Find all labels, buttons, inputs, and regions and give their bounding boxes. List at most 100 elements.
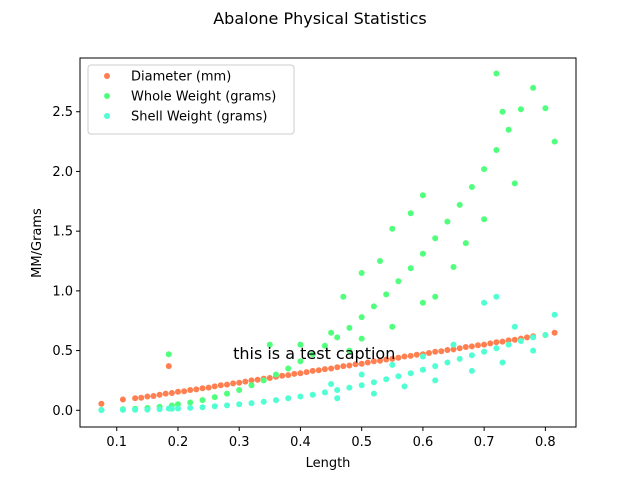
data-point — [493, 345, 500, 352]
data-point — [438, 348, 445, 355]
data-point — [346, 362, 353, 369]
series-layer — [98, 70, 558, 414]
data-point — [407, 265, 414, 272]
data-point — [205, 384, 212, 391]
data-point — [444, 218, 451, 225]
data-point — [334, 387, 341, 393]
data-point — [530, 334, 537, 341]
data-point — [315, 367, 322, 374]
data-point — [370, 358, 377, 365]
data-point — [444, 347, 451, 353]
y-tick-label: 2.5 — [52, 105, 73, 120]
data-point — [419, 353, 426, 360]
data-point — [279, 372, 286, 379]
data-point — [119, 406, 126, 413]
data-point — [493, 70, 500, 77]
x-axis-ticks: 0.1 0.2 0.3 0.4 0.5 0.6 0.7 0.8 — [106, 427, 556, 450]
data-point — [487, 340, 494, 347]
data-point — [132, 395, 139, 402]
data-point — [340, 363, 347, 370]
data-point — [395, 373, 402, 380]
data-point — [273, 397, 279, 404]
data-point — [511, 323, 518, 330]
data-point — [530, 347, 537, 354]
data-point — [132, 406, 139, 413]
data-point — [419, 366, 426, 373]
data-point — [346, 384, 353, 391]
y-tick-label: 0.0 — [52, 404, 73, 419]
legend-marker — [104, 113, 110, 119]
data-point — [481, 348, 488, 355]
data-point — [401, 383, 408, 390]
data-point — [254, 376, 261, 383]
y-tick-label: 1.5 — [52, 225, 73, 240]
data-point — [328, 365, 335, 372]
data-point — [505, 337, 512, 344]
data-point — [426, 350, 432, 356]
data-point — [456, 201, 463, 208]
data-point — [358, 270, 365, 276]
data-point — [309, 351, 316, 358]
data-point — [481, 299, 488, 306]
legend-marker — [104, 93, 110, 99]
data-point — [456, 355, 463, 362]
data-point — [407, 370, 414, 377]
y-tick-label: 0.5 — [52, 344, 73, 359]
data-point — [217, 382, 224, 389]
data-point — [199, 404, 206, 411]
data-point — [493, 147, 500, 153]
data-point — [383, 376, 390, 383]
data-point — [358, 371, 365, 378]
data-point — [98, 400, 105, 407]
data-point — [230, 380, 237, 387]
series-2 — [98, 293, 558, 414]
data-point — [119, 396, 126, 403]
data-point — [456, 345, 463, 352]
y-axis-label: MM/Grams — [30, 208, 45, 278]
data-point — [175, 401, 181, 408]
data-point — [242, 378, 249, 385]
data-point — [309, 391, 316, 398]
data-point — [98, 407, 105, 414]
data-point — [285, 395, 292, 402]
data-point — [211, 383, 218, 390]
legend: Diameter (mm) Whole Weight (grams) Shell W… — [87, 64, 295, 135]
data-point — [260, 398, 267, 405]
chart-annotation: this is a test caption — [233, 344, 395, 363]
data-point — [334, 364, 341, 371]
data-point — [144, 393, 151, 400]
data-point — [481, 341, 488, 348]
data-point — [419, 299, 426, 306]
data-point — [150, 393, 157, 399]
y-axis-ticks: 0.0 0.5 1.0 1.5 2.0 2.5 — [52, 105, 80, 419]
data-point — [444, 359, 451, 366]
data-point — [334, 334, 341, 341]
data-point — [542, 105, 549, 112]
data-point — [321, 342, 328, 349]
data-point — [175, 388, 181, 395]
data-point — [211, 403, 218, 410]
data-point — [291, 370, 298, 377]
data-point — [334, 395, 341, 402]
data-point — [389, 323, 396, 330]
data-point — [358, 382, 365, 389]
data-point — [248, 382, 255, 389]
data-point — [358, 335, 365, 342]
data-point — [297, 341, 304, 348]
data-point — [352, 361, 359, 368]
data-point — [377, 258, 383, 264]
data-point — [511, 180, 518, 187]
data-point — [432, 363, 439, 370]
data-point — [499, 338, 506, 345]
data-point — [389, 225, 396, 232]
legend-frame — [87, 64, 295, 135]
x-tick-label: 0.2 — [168, 435, 189, 450]
data-point — [162, 390, 169, 397]
x-tick-label: 0.1 — [106, 435, 127, 450]
legend-label: Whole Weight (grams) — [131, 90, 276, 105]
data-point — [358, 314, 365, 321]
data-point — [224, 402, 230, 409]
data-point — [370, 379, 377, 386]
data-point — [273, 371, 279, 378]
